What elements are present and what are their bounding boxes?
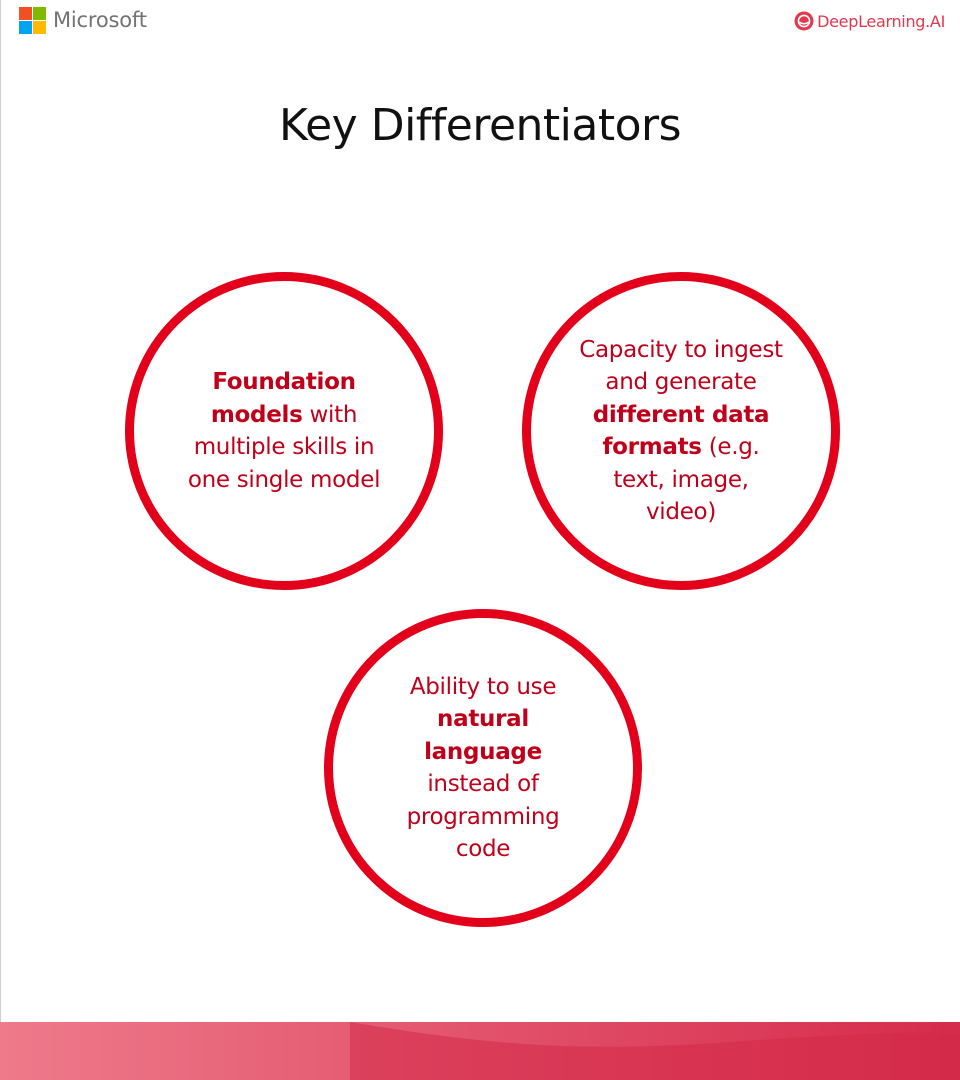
differentiator-highlight: Foundation models [210, 369, 356, 428]
deeplearning-ai-icon [794, 11, 814, 31]
differentiator-text: Ability to use natural language instead … [383, 671, 583, 866]
deeplearning-ai-wordmark: DeepLearning.AI [817, 11, 945, 31]
differentiator-text: Capacity to ingest and generate differen… [576, 334, 786, 529]
differentiator-body: with multiple skills in one single model [187, 401, 381, 493]
differentiator-text: Foundation models with multiple skills i… [184, 366, 384, 496]
differentiator-highlight: natural language [424, 706, 542, 765]
differentiator-circle-data-formats: Capacity to ingest and generate differen… [522, 272, 840, 590]
footer-wave-band [0, 1022, 960, 1080]
differentiator-circle-natural-language: Ability to use natural language instead … [324, 609, 642, 927]
differentiator-body: (e.g. text, image, video) [613, 434, 760, 525]
differentiator-body: instead of programming code [406, 771, 560, 862]
slide-title: Key Differentiators [278, 100, 682, 151]
differentiator-body: Ability to use [409, 673, 557, 700]
microsoft-squares-icon [19, 6, 46, 34]
differentiator-highlight: different data formats [592, 401, 770, 461]
deeplearning-ai-logo: DeepLearning.AI [794, 8, 945, 34]
differentiator-body: Capacity to ingest and generate [579, 336, 783, 396]
differentiator-circle-foundation-models: Foundation models with multiple skills i… [125, 272, 443, 590]
slide-left-border [0, 0, 1, 1022]
microsoft-logo: Microsoft [19, 6, 147, 34]
microsoft-wordmark: Microsoft [53, 8, 147, 32]
